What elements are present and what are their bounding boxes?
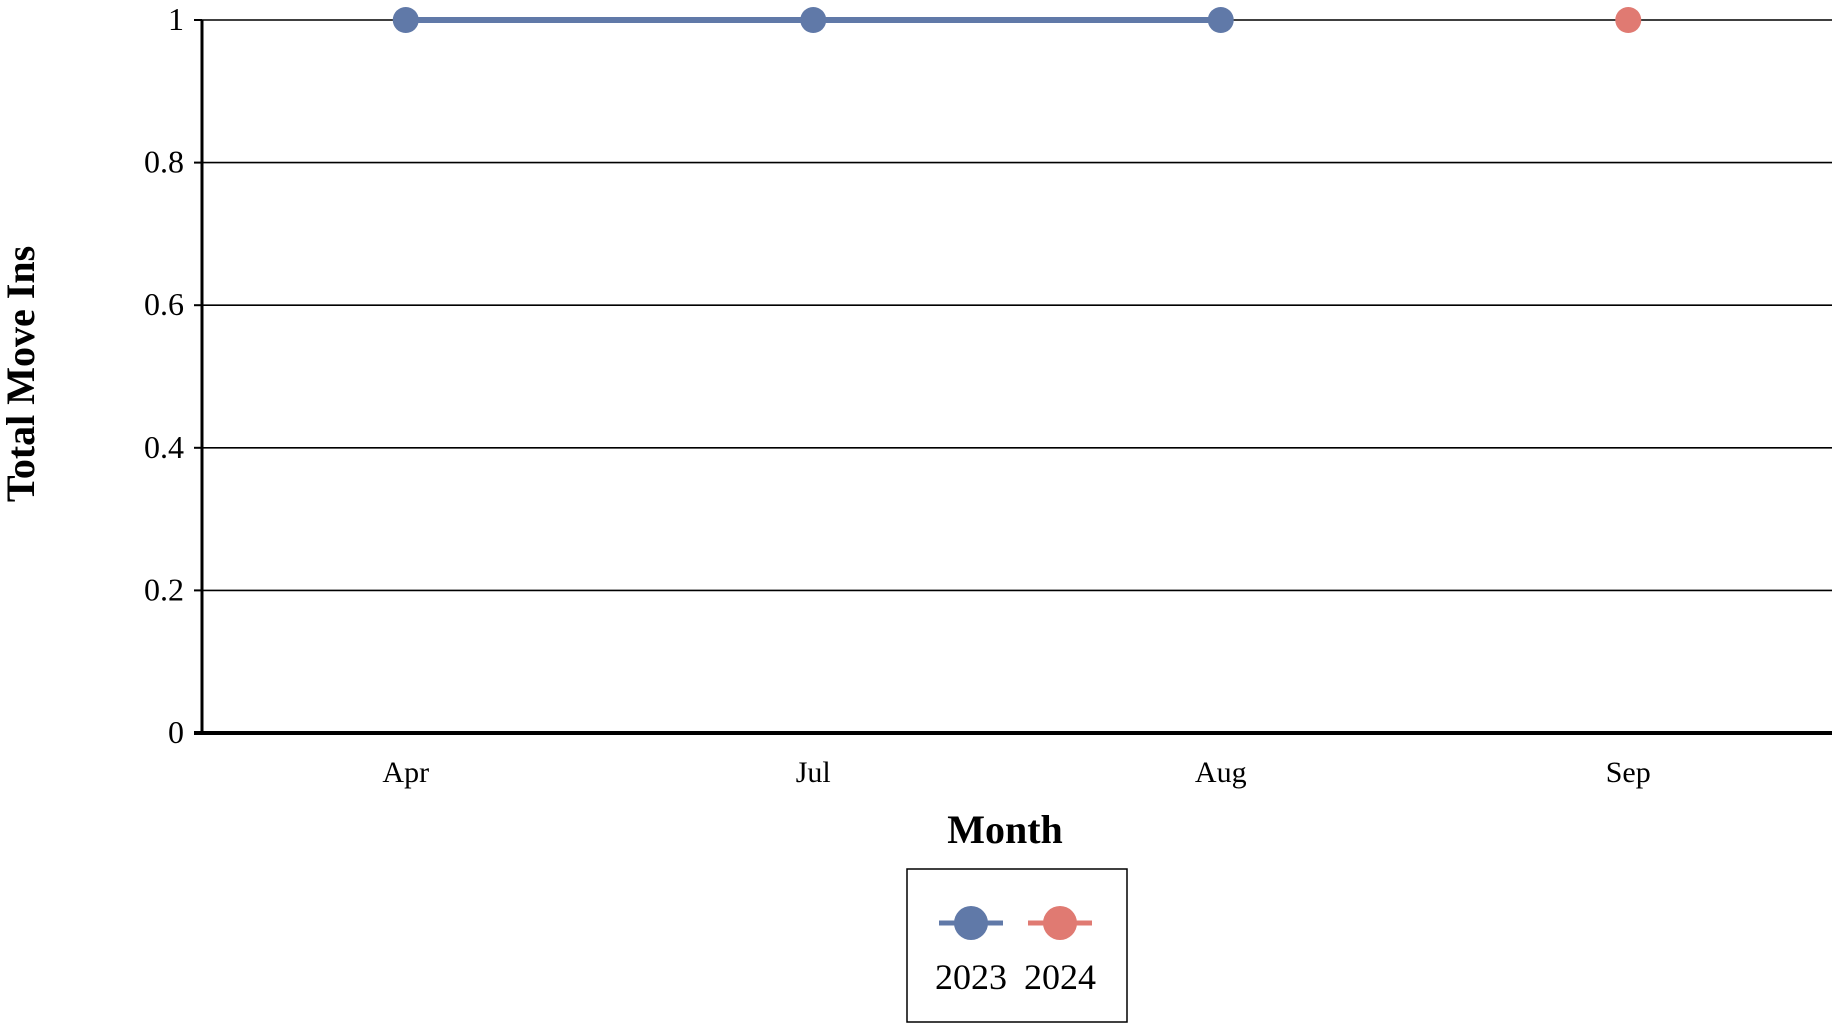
y-tick-label: 1: [168, 1, 184, 37]
x-axis-title: Month: [947, 807, 1063, 852]
legend-label: 2023: [935, 957, 1007, 997]
legend-label: 2024: [1024, 957, 1096, 997]
y-tick-label: 0.6: [144, 286, 184, 322]
x-tick-label: Apr: [382, 756, 429, 789]
legend-box: [906, 868, 1128, 1023]
y-tick-label: 0: [168, 714, 184, 750]
data-point-2023: [1207, 7, 1234, 33]
legend-marker: [1043, 906, 1077, 940]
legend: 2023 2024: [906, 868, 1128, 1023]
data-point-2023: [392, 7, 419, 33]
x-axis-ticks: Apr Jul Aug Sep: [382, 756, 1650, 789]
y-tick-label: 0.4: [144, 429, 184, 465]
x-tick-label: Jul: [796, 756, 831, 789]
data-points: [392, 7, 1642, 33]
x-tick-label: Sep: [1606, 756, 1651, 789]
y-axis-title: Total Move Ins: [0, 246, 43, 502]
data-point-2023: [800, 7, 827, 33]
y-tick-label: 0.2: [144, 571, 184, 607]
data-point-2024: [1615, 7, 1642, 33]
y-axis-ticks: 0 0.2 0.4 0.6 0.8 1: [144, 1, 202, 750]
y-tick-label: 0.8: [144, 144, 184, 180]
axes: [194, 20, 1832, 735]
legend-marker: [954, 906, 988, 940]
x-tick-label: Aug: [1195, 756, 1247, 789]
gridlines: [202, 19, 1832, 592]
